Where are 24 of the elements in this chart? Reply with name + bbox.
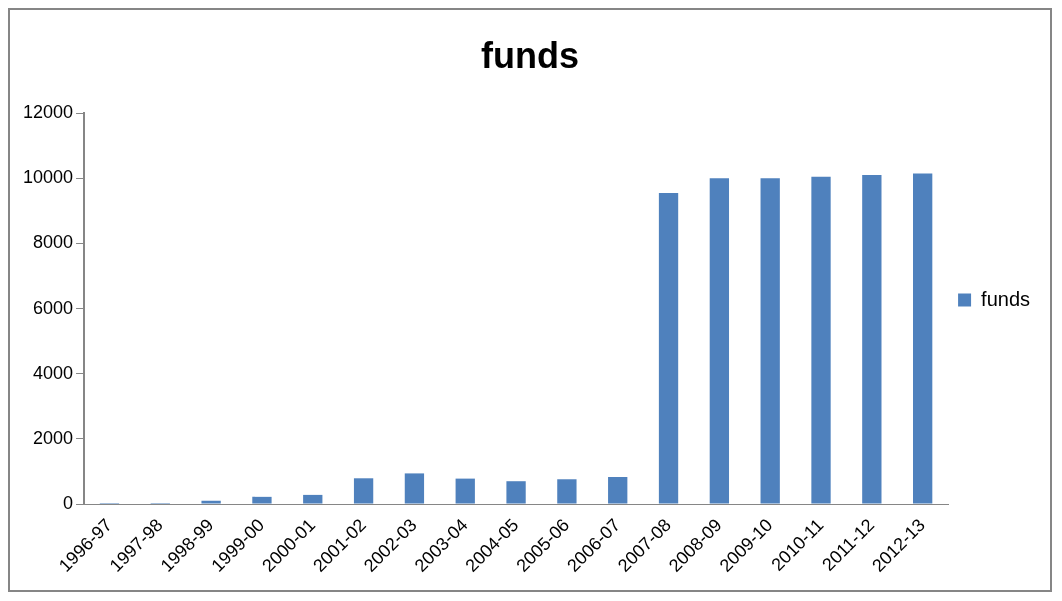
bar (913, 173, 933, 504)
legend-label: funds (981, 287, 1031, 310)
bar (303, 494, 323, 504)
bar (862, 175, 882, 504)
y-tick-label: 2000 (33, 427, 74, 448)
bar (811, 176, 831, 504)
bar (557, 479, 577, 504)
bar (252, 496, 272, 504)
y-tick-label: 6000 (33, 297, 74, 318)
bar (506, 481, 526, 504)
bar (201, 500, 221, 504)
y-tick-label: 0 (63, 492, 74, 513)
y-tick-label: 8000 (33, 232, 74, 253)
bar (658, 192, 679, 504)
bar (404, 473, 425, 504)
bar (353, 478, 374, 504)
y-tick-label: 10000 (22, 167, 74, 188)
chart-title: funds (481, 34, 579, 76)
y-tick-label: 12000 (22, 102, 74, 123)
y-tick-label: 4000 (33, 362, 74, 383)
bar (608, 476, 628, 504)
bar (760, 178, 780, 504)
bar (455, 478, 475, 504)
bar (709, 178, 730, 504)
